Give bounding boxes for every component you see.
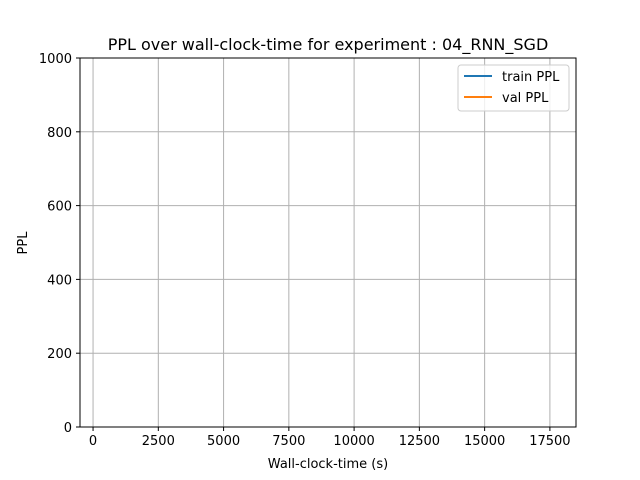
x-tick-label: 15000	[464, 434, 505, 449]
x-tick-label: 2500	[142, 434, 175, 449]
y-tick-label: 0	[64, 421, 72, 436]
y-ticks: 0 200 400 600 800 1000	[39, 52, 80, 436]
legend-label: val PPL	[502, 91, 549, 106]
x-tick-label: 10000	[333, 434, 374, 449]
legend-label: train PPL	[502, 70, 560, 85]
x-tick-label: 0	[89, 434, 97, 449]
plot-frame	[79, 57, 577, 428]
chart-title: PPL over wall-clock-time for experiment …	[108, 35, 549, 55]
x-tick-label: 17500	[529, 434, 570, 449]
x-axis-label: Wall-clock-time (s)	[268, 457, 388, 472]
y-tick-label: 1000	[39, 52, 72, 67]
y-tick-label: 200	[47, 347, 72, 362]
y-axis-label: PPL	[16, 231, 31, 255]
x-tick-label: 5000	[207, 434, 240, 449]
x-tick-label: 7500	[272, 434, 305, 449]
y-tick-label: 800	[47, 126, 72, 141]
y-tick-label: 400	[47, 273, 72, 288]
y-tick-label: 600	[47, 200, 72, 215]
x-ticks: 0 2500 5000 7500 10000 12500 15000 17500	[89, 427, 571, 449]
legend: train PPL val PPL	[457, 64, 570, 112]
x-tick-label: 12500	[399, 434, 440, 449]
